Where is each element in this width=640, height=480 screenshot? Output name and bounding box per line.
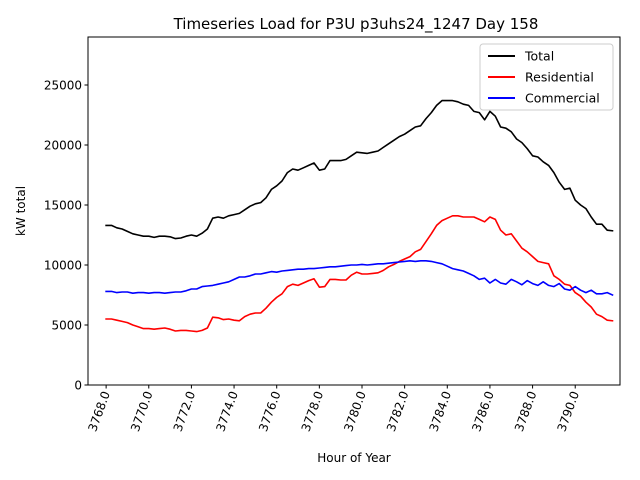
- legend-box: [479, 43, 614, 111]
- series-layer: [105, 99, 614, 333]
- legend-label-commercial: Commercial: [525, 91, 600, 106]
- series-line-commercial: [105, 259, 614, 297]
- chart-title: Timeseries Load for P3U p3uhs24_1247 Day…: [173, 15, 539, 34]
- y-tick-label: 25000: [44, 78, 82, 92]
- y-axis-ticks: 0 5000 10000 15000 20000 25000: [44, 78, 88, 392]
- legend: Total Residential Commercial: [479, 43, 614, 111]
- legend-label-total: Total: [524, 49, 554, 64]
- y-tick-label: 15000: [44, 198, 82, 212]
- y-tick-label: 10000: [44, 258, 82, 272]
- series-line-residential: [105, 215, 614, 333]
- x-axis-label: Hour of Year: [317, 451, 391, 465]
- y-tick-label: 20000: [44, 138, 82, 152]
- plot-frame: [87, 36, 621, 386]
- y-axis-label: kW total: [14, 186, 28, 236]
- y-tick-label: 0: [74, 378, 82, 392]
- legend-label-residential: Residential: [525, 70, 594, 85]
- series-line-total: [105, 99, 614, 240]
- y-tick-label: 5000: [51, 318, 82, 332]
